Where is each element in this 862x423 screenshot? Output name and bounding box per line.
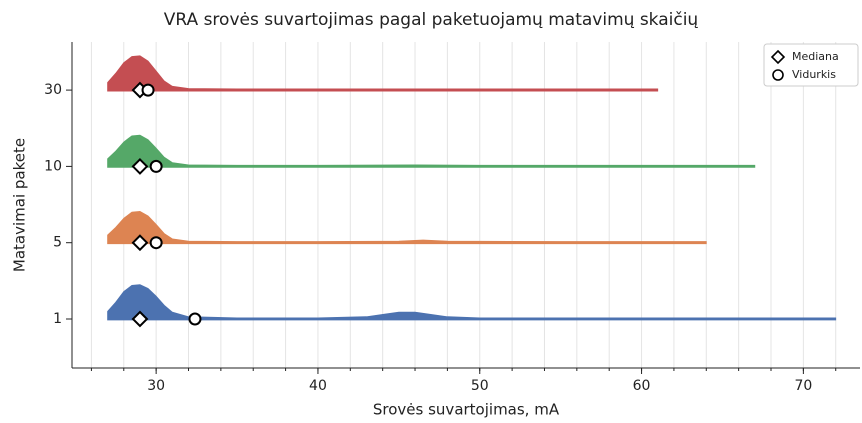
legend-marker (772, 69, 784, 81)
mean-marker (149, 236, 163, 250)
median-marker (131, 310, 149, 328)
x-tick-label: 60 (633, 378, 651, 394)
y-tick-label: 5 (53, 235, 62, 251)
y-tick-label: 10 (44, 158, 62, 174)
mean-marker (149, 159, 163, 173)
x-tick-label: 50 (471, 378, 489, 394)
y-tick-label: 30 (44, 82, 62, 98)
ridge (107, 134, 756, 168)
ridge (107, 284, 837, 321)
y-axis-label: Matavimai pakete (11, 138, 29, 272)
x-axis-label: Srovės suvartojimas, mA (373, 401, 560, 419)
x-tick-label: 30 (147, 378, 165, 394)
legend-box (763, 43, 859, 87)
chart-title: VRA srovės suvartojimas pagal paketuojam… (164, 10, 699, 30)
y-tick-label: 1 (53, 311, 62, 327)
legend-marker (770, 49, 786, 65)
mean-marker (141, 83, 155, 97)
x-tick-label: 40 (309, 378, 327, 394)
median-marker (131, 157, 149, 175)
legend-label: Mediana (792, 50, 839, 63)
legend-label: Vidurkis (792, 68, 836, 81)
median-marker (131, 234, 149, 252)
x-tick-label: 70 (794, 378, 812, 394)
ridge (107, 211, 707, 245)
mean-marker (188, 312, 202, 326)
